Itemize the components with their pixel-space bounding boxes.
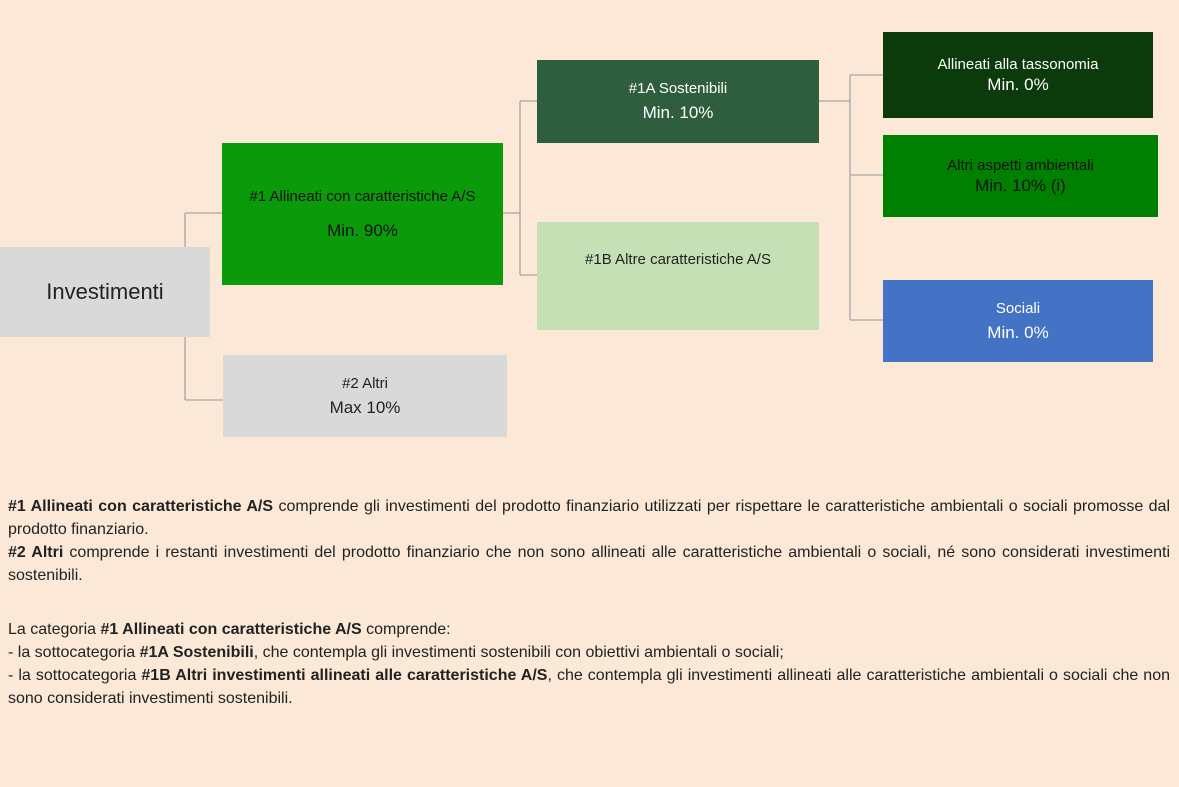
- text: comprende gli investimenti del prodotto …: [8, 498, 1170, 538]
- paragraph: #1 Allineati con caratteristiche A/S com…: [8, 495, 1170, 541]
- node-label: Allineati alla tassonomia: [937, 55, 1099, 73]
- paragraph: - la sottocategoria #1A Sostenibili, che…: [8, 641, 1170, 664]
- node-label: Sociali: [995, 299, 1041, 317]
- bold-text: #1 Allineati con caratteristiche A/S: [100, 621, 362, 638]
- node-value: Max 10%: [329, 397, 401, 417]
- node-value: Min. 10% (i): [975, 175, 1066, 195]
- node-value: Min. 0%: [987, 322, 1049, 342]
- text: , che contempla gli investimenti allinea…: [8, 667, 1171, 707]
- text: , che contempla gli investimenti sosteni…: [253, 644, 784, 661]
- node-label: Altri aspetti ambientali: [947, 156, 1094, 174]
- description: #1 Allineati con caratteristiche A/S com…: [8, 495, 1170, 710]
- node-value: Min. 0%: [987, 74, 1049, 94]
- node: Investimenti: [0, 247, 210, 337]
- node: #1A Sostenibili Min. 10%: [537, 60, 819, 143]
- bold-text: #1A Sostenibili: [139, 644, 254, 661]
- node-label: #1 Allineati con caratteristiche A/S: [249, 187, 476, 205]
- node: Sociali Min. 0%: [883, 280, 1153, 362]
- node-value: Min. 90%: [327, 220, 398, 240]
- text: - la sottocategoria: [8, 667, 142, 684]
- text: comprende i restanti investimenti del pr…: [8, 544, 1170, 584]
- text: comprende:: [361, 621, 451, 638]
- node: #1B Altre caratteristiche A/S: [537, 222, 819, 330]
- paragraph: - la sottocategoria #1B Altri investimen…: [8, 664, 1170, 710]
- node-label: #2 Altri: [342, 374, 388, 392]
- node: Altri aspetti ambientali Min. 10% (i): [883, 135, 1158, 217]
- text: La categoria: [8, 621, 101, 638]
- node: Allineati alla tassonomia Min. 0%: [883, 32, 1153, 118]
- node-label: #1B Altre caratteristiche A/S: [585, 251, 771, 268]
- paragraph: La categoria #1 Allineati con caratteris…: [8, 618, 1170, 641]
- bold-text: #1B Altri investimenti allineati alle ca…: [141, 667, 548, 684]
- bold-text: #1 Allineati con caratteristiche A/S: [8, 498, 274, 515]
- node-label: #1A Sostenibili: [628, 80, 728, 97]
- node: #1 Allineati con caratteristiche A/S Min…: [222, 143, 503, 285]
- paragraph: #2 Altri comprende i restanti investimen…: [8, 541, 1170, 587]
- node-value: Min. 10%: [642, 103, 714, 122]
- node: #2 Altri Max 10%: [223, 355, 507, 437]
- bold-text: #2 Altri: [8, 544, 64, 561]
- node-label: Investimenti: [46, 279, 164, 304]
- text: - la sottocategoria: [8, 644, 140, 661]
